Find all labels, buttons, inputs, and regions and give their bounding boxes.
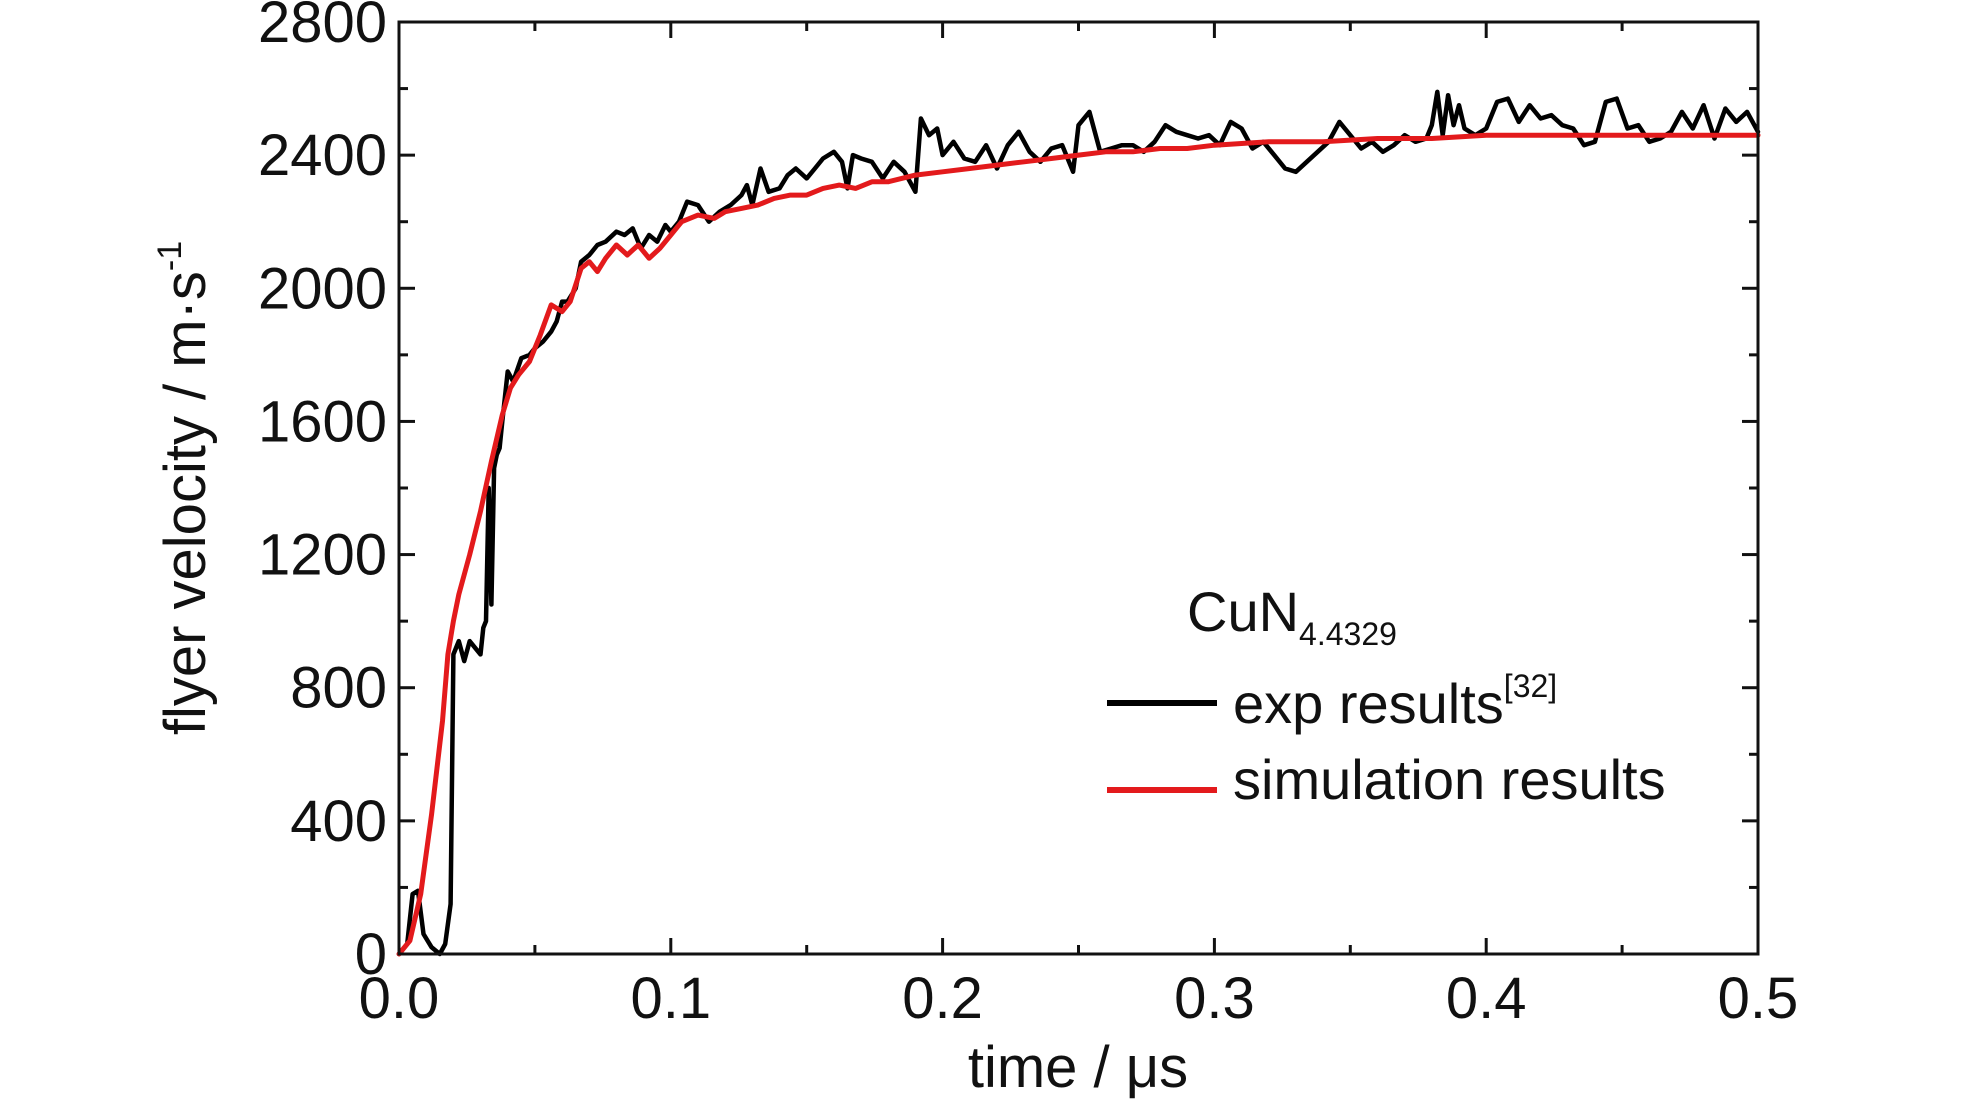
y-tick-label: 800: [290, 656, 387, 721]
y-tick-label: 2800: [258, 0, 387, 55]
x-tick-label: 0.1: [630, 966, 711, 1031]
y-axis-title-main: flyer velocity / m·s: [153, 271, 218, 735]
series-layer: [396, 89, 1761, 957]
legend-label-exp-results-text: exp results: [1233, 672, 1504, 735]
y-tick-label: 0: [355, 922, 387, 987]
legend-title: CuN4.4329: [1187, 580, 1397, 652]
series-line-exp-results: [396, 89, 1761, 957]
y-axis-title-sup: -1: [151, 241, 189, 271]
x-axis-title: time / μs: [968, 1035, 1188, 1100]
y-axis-title: flyer velocity / m·s-1: [151, 241, 218, 735]
legend-label-exp-results: exp results[32]: [1233, 668, 1557, 735]
y-tick-label: 2400: [258, 123, 387, 188]
x-tick-label: 0.0: [359, 966, 440, 1031]
legend-title-main: CuN: [1187, 580, 1299, 643]
x-tick-label: 0.3: [1174, 966, 1255, 1031]
y-tick-label: 2000: [258, 256, 387, 321]
y-tick-label: 1200: [258, 523, 387, 588]
plot-frame: [397, 20, 1760, 956]
x-tick-label: 0.4: [1446, 966, 1527, 1031]
y-tick-label: 1600: [258, 389, 387, 454]
series-line-simulation-results: [396, 132, 1761, 957]
legend-label-exp-results-sup: [32]: [1504, 668, 1557, 704]
legend: CuN4.4329 exp results[32] simulation res…: [1107, 580, 1666, 811]
legend-title-sub: 4.4329: [1299, 616, 1397, 652]
ticks-layer: 0 400 800 1200 1600 2000 2400 2800 0.0 0.1 0.2 0.3 0…: [258, 0, 1798, 1031]
legend-label-simulation-results: simulation results: [1233, 748, 1666, 811]
y-axis-title-group: flyer velocity / m·s-1: [151, 241, 218, 735]
y-tick-label: 400: [290, 789, 387, 854]
x-tick-label: 0.5: [1718, 966, 1799, 1031]
x-tick-label: 0.2: [902, 966, 983, 1031]
